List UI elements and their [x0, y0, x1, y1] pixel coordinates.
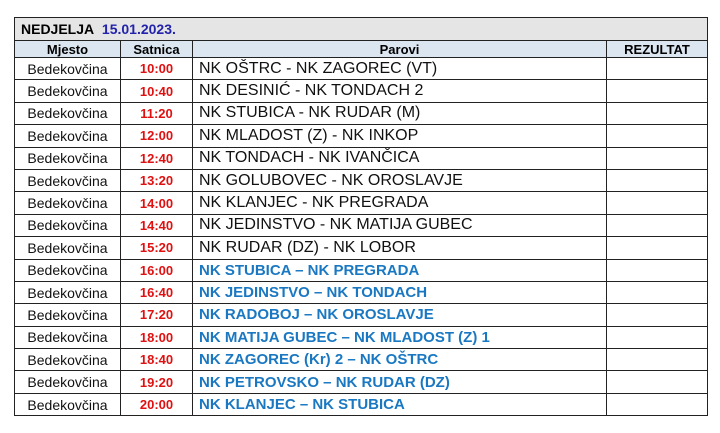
header-satnica: Satnica [120, 40, 193, 58]
location-cell: Bedekovčina [14, 280, 121, 305]
match-cell: NK JEDINSTVO - NK MATIJA GUBEC [192, 213, 607, 238]
table-row: Bedekovčina 18:00 NK MATIJA GUBEC – NK MLA… [14, 325, 709, 350]
result-cell [605, 191, 709, 215]
table-row: Bedekovčina 14:00 NK KLANJEC - NK PREGRADA [14, 191, 709, 215]
table-row: Bedekovčina 13:20 NK GOLUBOVEC - NK OROSLA… [14, 168, 709, 193]
time-cell: 12:40 [120, 146, 193, 170]
location-cell: Bedekovčina [14, 168, 121, 193]
time-cell: 14:00 [120, 191, 193, 215]
location-cell: Bedekovčina [14, 146, 121, 170]
table-row: Bedekovčina 20:00 NK KLANJEC – NK STUBICA [14, 392, 709, 417]
location-cell: Bedekovčina [14, 348, 121, 372]
time-cell: 20:00 [120, 392, 193, 417]
location-cell: Bedekovčina [14, 101, 121, 126]
result-cell [605, 146, 709, 170]
location-cell: Bedekovčina [14, 392, 121, 417]
table-row: Bedekovčina 12:00 NK MLADOST (Z) - NK INKO… [14, 124, 709, 148]
header-row: Mjesto Satnica Parovi REZULTAT [14, 40, 709, 58]
table-row: Bedekovčina 14:40 NK JEDINSTVO - NK MATIJA… [14, 213, 709, 238]
time-cell: 15:20 [120, 236, 193, 260]
table-row: Bedekovčina 19:20 NK PETROVSKO – NK RUDAR … [14, 370, 709, 394]
result-cell [605, 303, 709, 327]
match-cell: NK STUBICA – NK PREGRADA [192, 258, 607, 282]
match-cell: NK MATIJA GUBEC – NK MLADOST (Z) 1 [192, 325, 607, 350]
location-cell: Bedekovčina [14, 79, 121, 103]
date-label: 15.01.2023. [101, 21, 176, 37]
result-cell [605, 236, 709, 260]
time-cell: 14:40 [120, 213, 193, 238]
match-cell: NK ZAGOREC (Kr) 2 – NK OŠTRC [192, 348, 607, 372]
result-cell [605, 392, 709, 417]
match-cell: NK JEDINSTVO – NK TONDACH [192, 280, 607, 305]
schedule-table: NEDJELJA 15.01.2023. Mjesto Satnica Paro… [13, 17, 709, 417]
location-cell: Bedekovčina [14, 56, 121, 81]
time-cell: 18:40 [120, 348, 193, 372]
location-cell: Bedekovčina [14, 191, 121, 215]
result-cell [605, 124, 709, 148]
match-cell: NK DESINIĆ - NK TONDACH 2 [192, 79, 607, 103]
match-cell: NK RADOBOJ – NK OROSLAVJE [192, 303, 607, 327]
result-cell [605, 280, 709, 305]
table-row: Bedekovčina 10:40 NK DESINIĆ - NK TONDACH … [14, 79, 709, 103]
header-parovi: Parovi [192, 40, 607, 58]
result-cell [605, 56, 709, 81]
time-cell: 12:00 [120, 124, 193, 148]
table-row: Bedekovčina 16:00 NK STUBICA – NK PREGRADA [14, 258, 709, 282]
table-row: Bedekovčina 15:20 NK RUDAR (DZ) - NK LOBOR [14, 236, 709, 260]
match-cell: NK MLADOST (Z) - NK INKOP [192, 124, 607, 148]
result-cell [605, 213, 709, 238]
location-cell: Bedekovčina [14, 325, 121, 350]
header-rezultat: REZULTAT [605, 40, 709, 58]
result-cell [605, 101, 709, 126]
match-cell: NK KLANJEC – NK STUBICA [192, 392, 607, 417]
result-cell [605, 348, 709, 372]
time-cell: 18:00 [120, 325, 193, 350]
location-cell: Bedekovčina [14, 258, 121, 282]
time-cell: 17:20 [120, 303, 193, 327]
time-cell: 13:20 [120, 168, 193, 193]
result-cell [605, 168, 709, 193]
location-cell: Bedekovčina [14, 124, 121, 148]
location-cell: Bedekovčina [14, 303, 121, 327]
day-label: NEDJELJA [21, 21, 95, 37]
result-cell [605, 79, 709, 103]
table-row: Bedekovčina 16:40 NK JEDINSTVO – NK TONDAC… [14, 280, 709, 305]
result-cell [605, 258, 709, 282]
table-row: Bedekovčina 17:20 NK RADOBOJ – NK OROSLAVJ… [14, 303, 709, 327]
table-row: Bedekovčina 10:00 NK OŠTRC - NK ZAGOREC (V… [14, 56, 709, 81]
time-cell: 10:40 [120, 79, 193, 103]
time-cell: 19:20 [120, 370, 193, 394]
table-row: Bedekovčina 11:20 NK STUBICA - NK RUDAR (M… [14, 101, 709, 126]
match-cell: NK OŠTRC - NK ZAGOREC (VT) [192, 56, 607, 81]
location-cell: Bedekovčina [14, 236, 121, 260]
time-cell: 10:00 [120, 56, 193, 81]
time-cell: 16:00 [120, 258, 193, 282]
match-cell: NK PETROVSKO – NK RUDAR (DZ) [192, 370, 607, 394]
header-mjesto: Mjesto [14, 40, 121, 58]
match-cell: NK KLANJEC - NK PREGRADA [192, 191, 607, 215]
match-cell: NK RUDAR (DZ) - NK LOBOR [192, 236, 607, 260]
title-row: NEDJELJA 15.01.2023. [13, 17, 709, 41]
table-row: Bedekovčina 18:40 NK ZAGOREC (Kr) 2 – NK O… [14, 348, 709, 372]
time-cell: 11:20 [120, 101, 193, 126]
table-row: Bedekovčina 12:40 NK TONDACH - NK IVANČICA [14, 146, 709, 170]
result-cell [605, 370, 709, 394]
match-cell: NK STUBICA - NK RUDAR (M) [192, 101, 607, 126]
title-cell: NEDJELJA 15.01.2023. [13, 17, 709, 41]
location-cell: Bedekovčina [14, 213, 121, 238]
location-cell: Bedekovčina [14, 370, 121, 394]
result-cell [605, 325, 709, 350]
match-cell: NK TONDACH - NK IVANČICA [192, 146, 607, 170]
time-cell: 16:40 [120, 280, 193, 305]
match-cell: NK GOLUBOVEC - NK OROSLAVJE [192, 168, 607, 193]
